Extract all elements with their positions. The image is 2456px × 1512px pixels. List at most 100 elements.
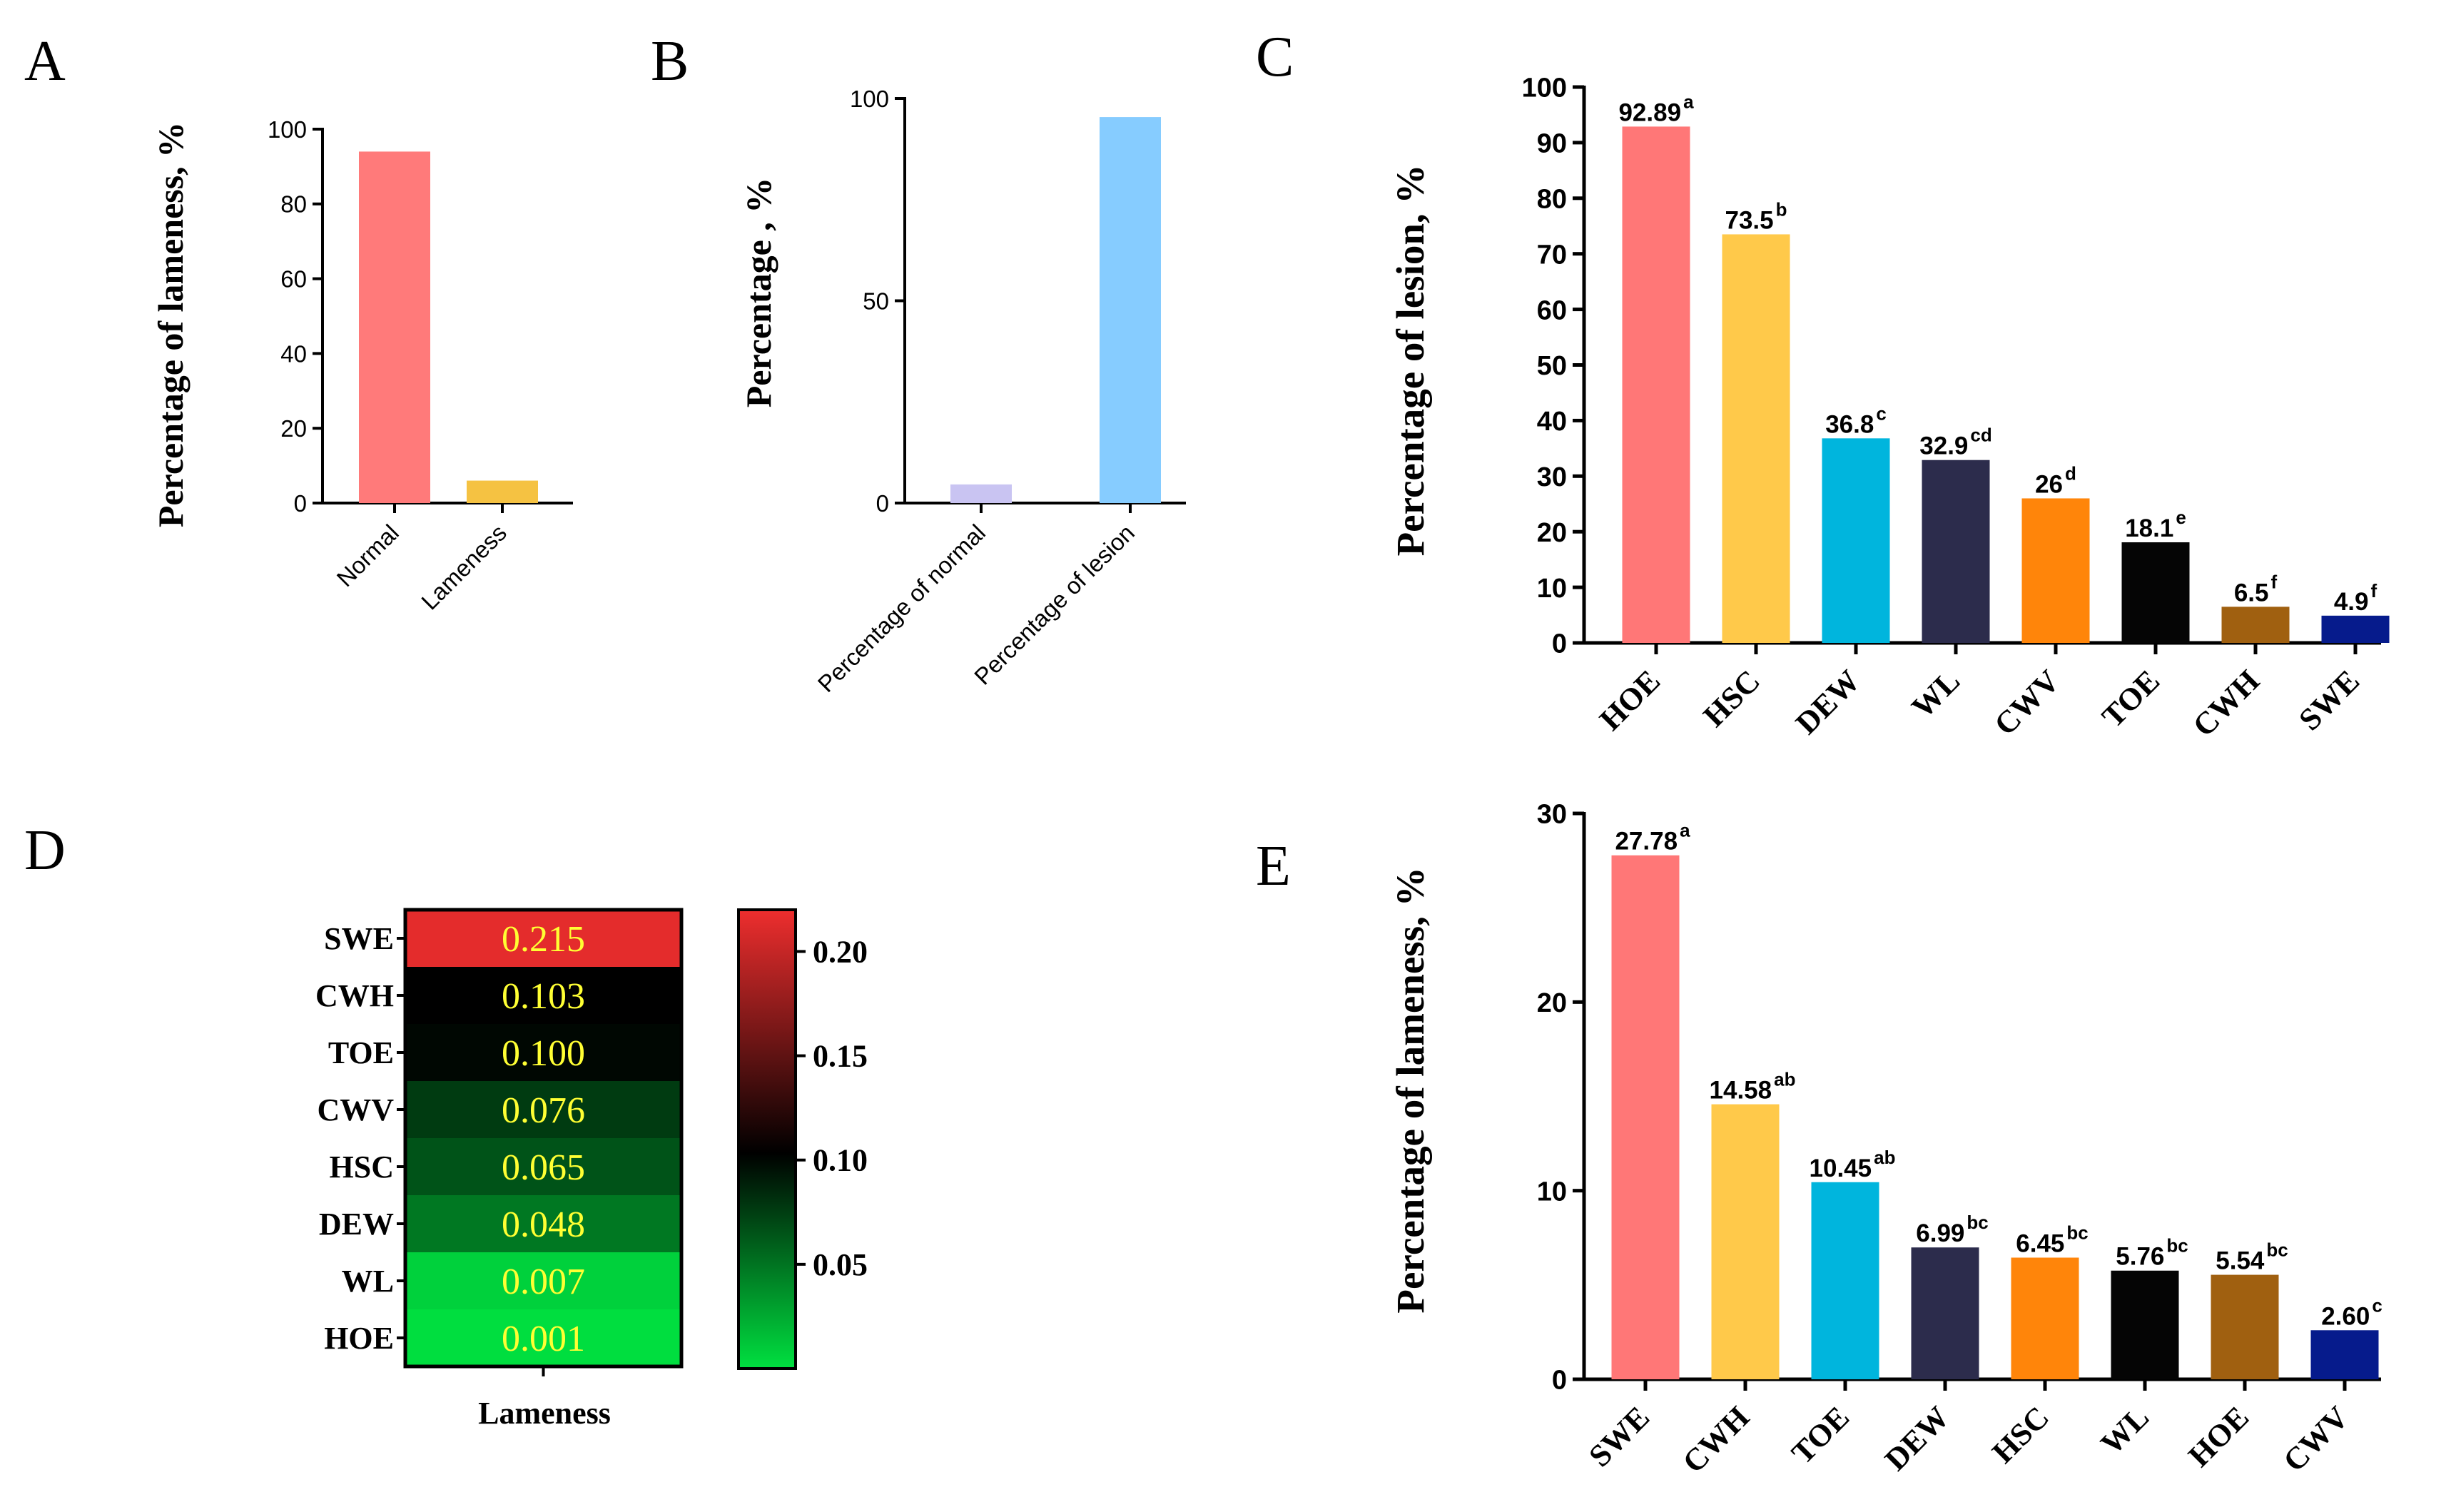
panel-c-y-tick-label: 10 — [1537, 574, 1567, 604]
panel-e-bar — [2111, 1270, 2179, 1379]
panel-d-cell-value: 0.048 — [502, 1204, 585, 1245]
panel-e-data-label: 2.60 c — [2321, 1294, 2383, 1330]
panel-e-data-label-superscript: c — [2372, 1294, 2382, 1316]
panel-e-data-label: 6.99 bc — [1916, 1212, 1988, 1247]
panel-a-y-tick-label: 20 — [280, 415, 307, 442]
panel-e-y-tick-label: 10 — [1537, 1177, 1567, 1207]
panel-a-bar — [359, 151, 430, 503]
panel-e-category-label: HOE — [2181, 1399, 2255, 1473]
panel-c-bar — [1822, 438, 1890, 643]
panel-d-row-label: HSC — [330, 1150, 394, 1184]
panel-e-bar — [2011, 1257, 2079, 1379]
panel-e-y-tick-label: 0 — [1552, 1366, 1567, 1396]
panel-c-data-label: 18.1 e — [2125, 507, 2186, 542]
panel-b-bar-chart: Percentage , % 0 50 100 Percentage of norma… — [739, 86, 1186, 697]
panel-d-heatmap-cell — [405, 1252, 681, 1309]
panel-c-bar — [1622, 126, 1690, 643]
panel-b-y-tick-label: 0 — [876, 490, 889, 517]
panel-d-cell-value: 0.001 — [502, 1319, 585, 1359]
panel-a-y-axis-label: Percentage of lameness, % — [151, 122, 191, 527]
panel-e-y-tick-label: 20 — [1537, 988, 1567, 1018]
panel-c-data-label: 32.9 cd — [1919, 425, 1991, 460]
panel-a-y-tick-label: 60 — [280, 265, 307, 292]
panel-d-colorbar-tick-label: 0.10 — [813, 1143, 868, 1178]
panel-c-data-label-superscript: d — [2065, 462, 2076, 484]
panel-b-y-tick-label: 100 — [850, 86, 889, 112]
panel-c-data-label-value: 92.89 — [1618, 98, 1681, 126]
panel-d-heatmap-cell — [405, 1081, 681, 1138]
panel-d-cell-value: 0.007 — [502, 1262, 585, 1302]
panel-d-cell-value: 0.215 — [502, 919, 585, 960]
panel-e-bar — [2211, 1274, 2279, 1379]
panel-d-heatmap-cell — [405, 910, 681, 967]
panel-c-data-label-value: 73.5 — [1725, 206, 1773, 234]
panel-a-y-tick-label: 100 — [268, 116, 307, 143]
panel-b-y-tick-label: 50 — [863, 288, 889, 314]
panel-c-bar — [1722, 234, 1790, 643]
panel-letter-a: A — [24, 30, 66, 93]
panel-c-category-label: DEW — [1789, 663, 1867, 741]
panel-c-y-tick-label: 90 — [1537, 129, 1567, 159]
panel-d-row-label: CWV — [317, 1092, 394, 1127]
panel-d-heatmap-cell — [405, 1024, 681, 1081]
panel-d-row-label: CWH — [315, 978, 394, 1013]
panel-letter-e: E — [1256, 835, 1291, 898]
panel-d-row-label: SWE — [324, 921, 394, 956]
panel-d-row-label: HOE — [324, 1321, 394, 1356]
panel-c-data-label-value: 18.1 — [2125, 514, 2173, 542]
panel-c-data-label-superscript: e — [2176, 507, 2186, 528]
panel-e-data-label-value: 14.58 — [1710, 1077, 1772, 1105]
panel-letter-c: C — [1256, 26, 1294, 88]
panel-d-colorbar-tick-label: 0.05 — [813, 1247, 868, 1282]
panel-c-data-label-superscript: cd — [1970, 425, 1991, 446]
panel-d-x-axis-label: Lameness — [478, 1396, 611, 1431]
panel-c-y-tick-label: 80 — [1537, 184, 1567, 214]
panel-c-category-label: TOE — [2095, 663, 2166, 734]
panel-a-y-tick-label: 80 — [280, 191, 307, 218]
panel-e-category-label: CWV — [2276, 1399, 2355, 1478]
panel-a-y-tick-label: 40 — [280, 340, 307, 367]
panel-e-data-label: 5.54 bc — [2216, 1239, 2288, 1275]
panel-e-bar — [1611, 855, 1680, 1379]
panel-e-data-label-value: 27.78 — [1615, 828, 1678, 856]
panel-b-bar — [1100, 117, 1161, 503]
panel-d-row-label: WL — [342, 1264, 394, 1299]
panel-a-category-label: Normal — [332, 519, 404, 592]
panel-a-bar — [467, 480, 538, 503]
panel-d-heatmap-cell — [405, 1138, 681, 1195]
panel-e-category-label: SWE — [1582, 1399, 1656, 1473]
panel-e-data-label-superscript: bc — [1967, 1212, 1988, 1233]
panel-c-data-label: 26 d — [2035, 462, 2076, 498]
panel-e-category-label: CWH — [1676, 1399, 1756, 1479]
panel-c-bar-chart: Percentage of lesion, % 0 10 20 30 40 50 60 70 8… — [1389, 73, 2390, 744]
panel-c-category-label: CWH — [2186, 663, 2266, 743]
panel-c-data-label-value: 6.5 — [2234, 579, 2269, 607]
panel-e-category-label: WL — [2094, 1399, 2156, 1461]
panel-c-category-label: CWV — [1987, 663, 2066, 742]
panel-e-y-axis-label: Percentage of lameness, % — [1389, 867, 1432, 1313]
panel-e-data-label-superscript: bc — [2266, 1239, 2288, 1261]
panel-c-data-label-value: 32.9 — [1919, 432, 1968, 460]
panel-a-category-label: Lameness — [416, 519, 512, 615]
panel-c-data-label-superscript: b — [1776, 198, 1787, 220]
panel-d-cell-value: 0.103 — [502, 976, 585, 1017]
panel-e-data-label-value: 5.76 — [2116, 1243, 2164, 1271]
panel-d-row-label: DEW — [319, 1207, 394, 1242]
panel-b-y-axis-label: Percentage , % — [739, 178, 778, 408]
panel-c-data-label: 4.9 f — [2334, 580, 2378, 616]
panel-c-data-label-superscript: a — [1683, 91, 1694, 112]
panel-e-bar — [1711, 1104, 1780, 1379]
panel-c-data-label-superscript: c — [1876, 402, 1886, 424]
panel-a-bar-chart: Percentage of lameness, % 0 20 40 60 80 100 No… — [151, 116, 573, 615]
panel-d-cell-value: 0.100 — [502, 1033, 585, 1074]
panel-c-category-label: HOE — [1593, 663, 1667, 737]
panel-e-data-label: 10.45 ab — [1810, 1147, 1896, 1182]
panel-c-y-tick-label: 100 — [1522, 73, 1567, 103]
panel-e-data-label: 27.78 a — [1615, 820, 1690, 856]
panel-c-bar — [2321, 615, 2390, 643]
panel-b-category-label: Percentage of lesion — [969, 519, 1140, 690]
panel-e-data-label-superscript: a — [1680, 820, 1690, 841]
panel-d-cell-value: 0.076 — [502, 1090, 585, 1131]
panel-e-data-label-superscript: ab — [1874, 1147, 1895, 1168]
panel-e-bar-chart: Percentage of lameness, % 0 10 20 30 SWE 27.7… — [1389, 800, 2383, 1480]
